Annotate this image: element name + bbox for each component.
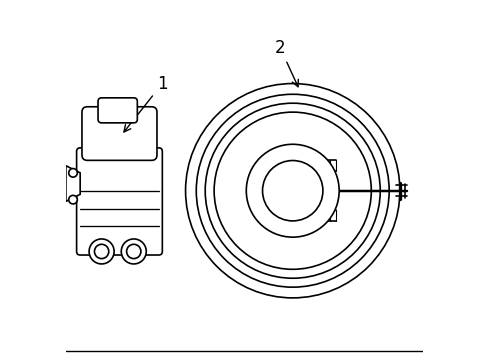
Circle shape — [126, 244, 141, 258]
FancyBboxPatch shape — [82, 107, 157, 160]
FancyBboxPatch shape — [98, 98, 137, 123]
Circle shape — [89, 239, 114, 264]
Polygon shape — [66, 166, 80, 202]
Circle shape — [121, 239, 146, 264]
Circle shape — [69, 168, 77, 177]
Text: 2: 2 — [274, 39, 298, 87]
Ellipse shape — [246, 144, 339, 237]
Circle shape — [94, 244, 108, 258]
FancyBboxPatch shape — [77, 148, 162, 255]
Ellipse shape — [262, 161, 322, 221]
Circle shape — [69, 195, 77, 204]
Text: 1: 1 — [123, 75, 167, 132]
